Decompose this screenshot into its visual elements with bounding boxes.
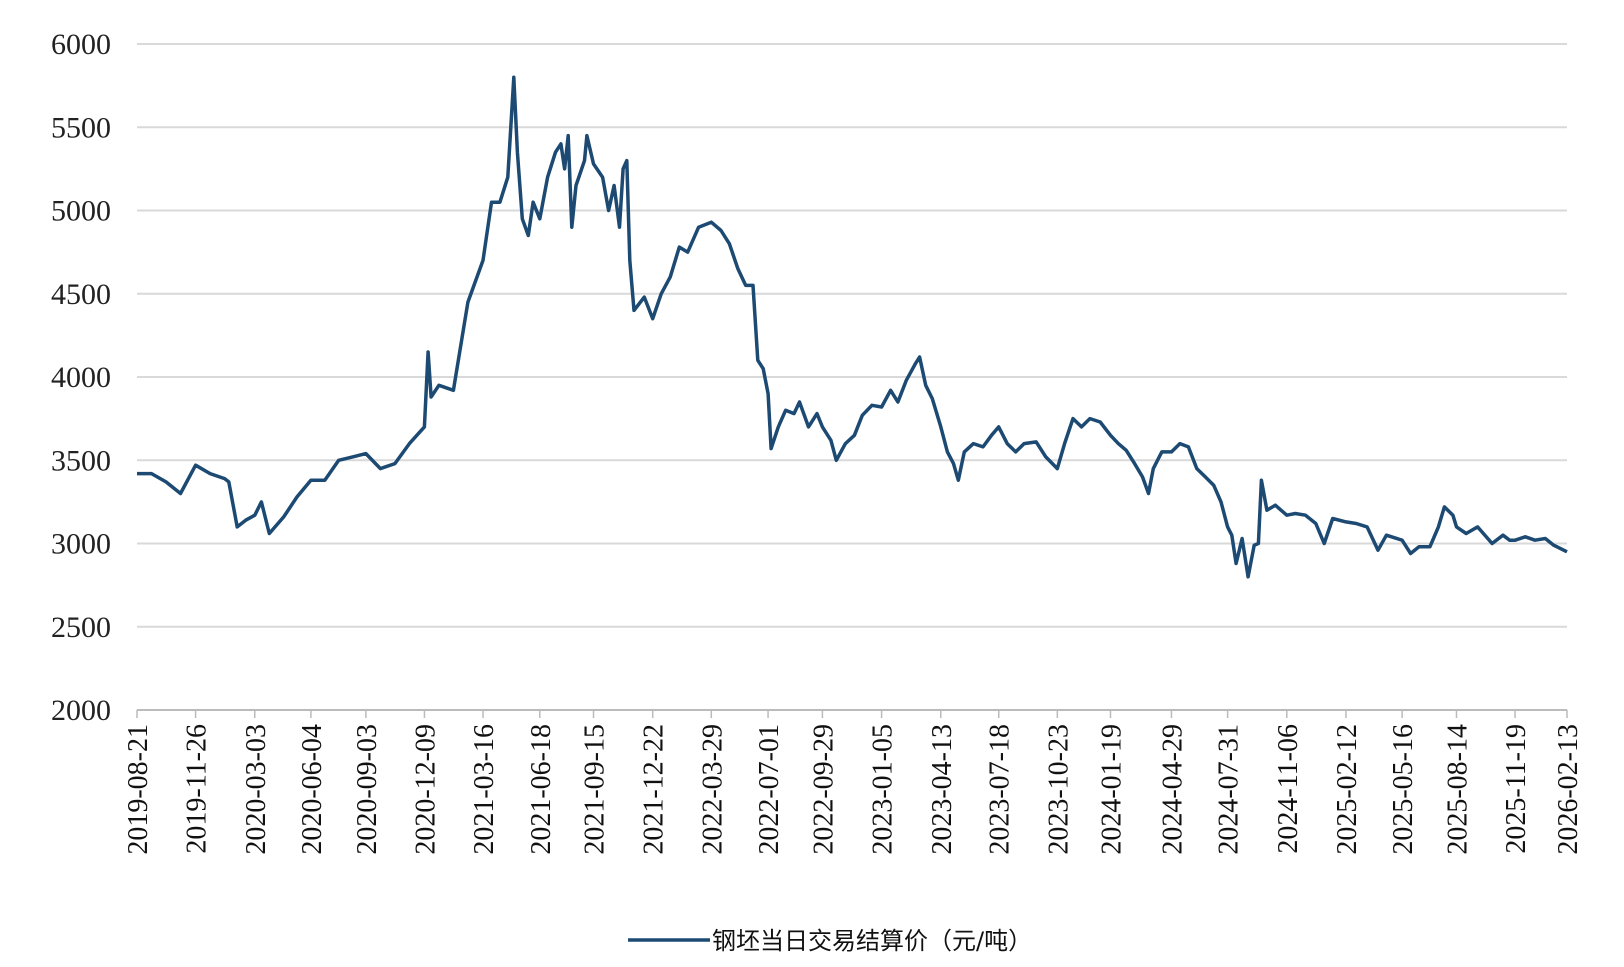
- y-tick-label: 2500: [51, 611, 111, 644]
- y-tick-label: 3000: [51, 528, 111, 561]
- x-tick-label: 2025-11-19: [1501, 724, 1532, 854]
- x-tick-label: 2025-02-12: [1332, 724, 1363, 855]
- y-tick-label: 2000: [51, 694, 111, 727]
- x-tick-label: 2021-06-18: [526, 724, 557, 855]
- x-tick-label: 2019-08-21: [123, 724, 154, 855]
- x-tick-label: 2019-11-26: [182, 724, 213, 854]
- x-tick-label: 2024-11-06: [1273, 724, 1304, 854]
- x-tick-label: 2024-01-19: [1096, 724, 1127, 855]
- legend-label: 钢坯当日交易结算价（元/吨）: [712, 927, 1032, 955]
- y-tick-label: 4000: [51, 361, 111, 394]
- legend-item: 钢坯当日交易结算价（元/吨）: [628, 927, 1032, 955]
- x-tick-label: 2023-01-05: [868, 724, 899, 855]
- x-tick-label: 2024-04-29: [1157, 724, 1188, 855]
- x-tick-label: 2021-12-22: [639, 724, 670, 855]
- x-tick-label: 2022-07-01: [754, 724, 785, 855]
- x-tick-label: 2020-03-03: [241, 724, 272, 855]
- x-tick-label: 2023-07-18: [985, 724, 1016, 855]
- y-tick-label: 3500: [51, 444, 111, 477]
- x-tick-label: 2020-06-04: [297, 724, 328, 855]
- x-tick-label: 2026-02-13: [1553, 724, 1584, 855]
- x-tick-label: 2021-03-16: [469, 724, 500, 855]
- x-tick-label: 2022-03-29: [697, 724, 728, 855]
- x-tick-label: 2020-12-09: [410, 724, 441, 855]
- x-tick-label: 2023-04-13: [927, 724, 958, 855]
- x-tick-label: 2021-09-15: [580, 724, 611, 855]
- x-tick-label: 2020-09-03: [352, 724, 383, 855]
- x-tick-label: 2024-07-31: [1214, 724, 1245, 855]
- x-tick-label: 2025-05-16: [1388, 724, 1419, 855]
- y-tick-label: 6000: [51, 28, 111, 61]
- x-tick-label: 2023-10-23: [1043, 724, 1074, 855]
- y-tick-label: 4500: [51, 278, 111, 311]
- x-tick-label: 2025-08-14: [1442, 724, 1473, 855]
- data-line: [137, 75, 1568, 579]
- x-tick-label: 2022-09-29: [808, 724, 839, 855]
- y-tick-label: 5000: [51, 195, 111, 228]
- y-tick-label: 5500: [51, 111, 111, 144]
